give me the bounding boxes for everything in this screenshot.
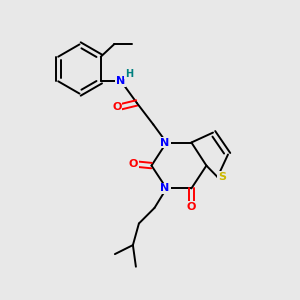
Text: H: H [124, 69, 133, 79]
Text: N: N [160, 183, 169, 194]
Text: S: S [218, 172, 226, 182]
Text: N: N [116, 76, 125, 86]
Text: O: O [112, 102, 122, 112]
Text: N: N [160, 137, 169, 148]
Text: O: O [187, 202, 196, 212]
Text: O: O [129, 159, 138, 169]
